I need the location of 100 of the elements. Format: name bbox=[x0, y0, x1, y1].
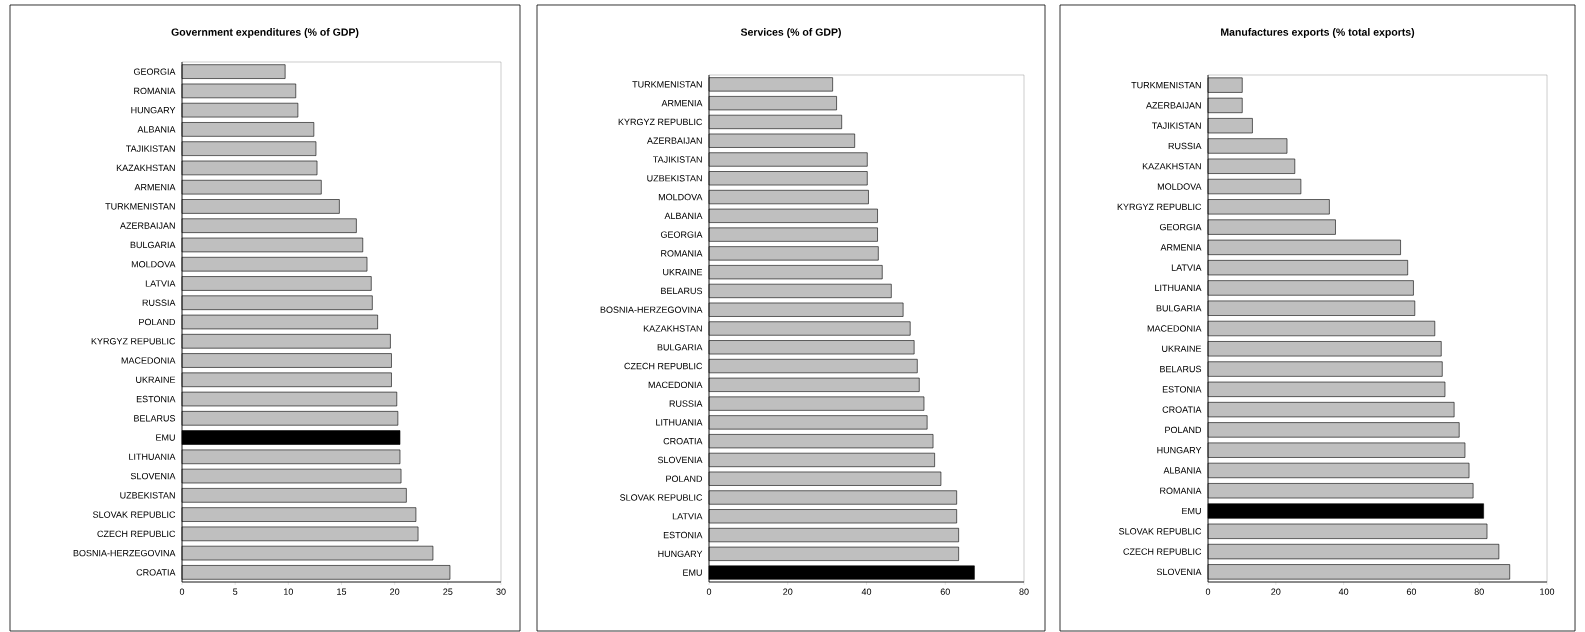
y-tick-label: KAZAKHSTAN bbox=[643, 325, 702, 332]
y-tick-label: KYRGYZ REPUBLIC bbox=[91, 338, 176, 345]
y-tick-label: UKRAINE bbox=[1162, 345, 1202, 352]
x-tick-label: 0 bbox=[179, 588, 185, 595]
y-tick-label: ESTONIA bbox=[1162, 386, 1202, 393]
x-tick-label: 30 bbox=[496, 588, 506, 595]
y-tick-label: ARMENIA bbox=[661, 100, 703, 107]
y-tick-label: UZBEKISTAN bbox=[120, 492, 175, 499]
y-tick-label: EMU bbox=[156, 434, 175, 441]
y-tick-label: MOLDOVA bbox=[1157, 183, 1202, 190]
y-tick-label: CROATIA bbox=[136, 569, 176, 576]
y-tick-label: TURKMENISTAN bbox=[105, 203, 175, 210]
y-tick-label: RUSSIA bbox=[142, 299, 176, 306]
y-tick-label: BULGARIA bbox=[130, 241, 176, 249]
y-tick-label: ARMENIA bbox=[1160, 244, 1202, 251]
y-tick-label: TAJIKISTAN bbox=[653, 156, 702, 163]
y-tick-label: ALBANIA bbox=[664, 212, 703, 219]
y-tick-label: ARMENIA bbox=[134, 184, 176, 191]
x-tick-label: 40 bbox=[1338, 588, 1349, 595]
x-tick-label: 0 bbox=[1205, 588, 1211, 595]
y-tick-label: UKRAINE bbox=[663, 269, 703, 276]
chart-title: Manufactures exports (% total exports) bbox=[1221, 28, 1415, 38]
x-tick-label: 80 bbox=[1474, 588, 1484, 595]
chart-title: Services (% of GDP) bbox=[740, 28, 841, 38]
y-tick-label: CROATIA bbox=[1162, 406, 1202, 413]
y-tick-label: LITHUANIA bbox=[1155, 284, 1202, 292]
x-tick-label: 25 bbox=[443, 588, 453, 595]
y-tick-label: SLOVENIA bbox=[657, 456, 703, 464]
y-tick-label: KAZAKHSTAN bbox=[116, 164, 175, 172]
y-tick-label: LATVIA bbox=[672, 513, 703, 520]
x-tick-label: 20 bbox=[390, 588, 400, 595]
y-tick-label: ROMANIA bbox=[1160, 487, 1202, 494]
x-tick-label: 10 bbox=[284, 588, 293, 595]
y-tick-label: ESTONIA bbox=[663, 531, 703, 539]
y-tick-label: BELARUS bbox=[661, 287, 703, 295]
y-tick-label: BELARUS bbox=[1160, 365, 1202, 373]
y-tick-label: KYRGYZ REPUBLIC bbox=[618, 118, 703, 126]
y-tick-label: ROMANIA bbox=[661, 250, 703, 257]
y-tick-label: SLOVAK REPUBLIC bbox=[93, 511, 176, 518]
y-tick-label: TURKMENISTAN bbox=[1131, 81, 1201, 89]
y-tick-label: CZECH REPUBLIC bbox=[624, 362, 703, 370]
y-tick-label: ESTONIA bbox=[136, 395, 176, 403]
y-tick-label: SLOVENIA bbox=[1156, 568, 1202, 576]
y-tick-label: SLOVENIA bbox=[130, 472, 176, 480]
y-tick-label: BULGARIA bbox=[657, 344, 703, 351]
y-tick-label: AZERBAIJAN bbox=[646, 137, 702, 144]
y-tick-label: KAZAKHSTAN bbox=[1142, 163, 1201, 170]
y-tick-label: EMU bbox=[1182, 507, 1201, 515]
y-tick-label: EMU bbox=[683, 569, 702, 576]
x-tick-label: 80 bbox=[1019, 588, 1029, 595]
y-tick-label: AZERBAIJAN bbox=[119, 222, 175, 229]
y-tick-label: CROATIA bbox=[663, 437, 703, 445]
y-tick-label: UKRAINE bbox=[136, 376, 176, 383]
x-tick-label: 20 bbox=[783, 588, 793, 595]
y-tick-label: SLOVAK REPUBLIC bbox=[1119, 528, 1202, 535]
y-tick-label: POLAND bbox=[666, 475, 703, 482]
y-tick-label: TAJIKISTAN bbox=[126, 145, 175, 152]
y-tick-label: RUSSIA bbox=[1168, 142, 1202, 150]
y-tick-label: GEORGIA bbox=[660, 231, 703, 238]
y-tick-label: HUNGARY bbox=[658, 550, 703, 558]
y-tick-label: BOSNIA-HERZEGOVINA bbox=[600, 306, 703, 313]
x-tick-label: 15 bbox=[337, 588, 347, 595]
y-tick-label: RUSSIA bbox=[669, 400, 703, 407]
y-tick-label: CZECH REPUBLIC bbox=[1123, 548, 1202, 555]
y-tick-label: BOSNIA-HERZEGOVINA bbox=[73, 549, 176, 557]
y-tick-label: ROMANIA bbox=[134, 87, 176, 95]
x-tick-label: 20 bbox=[1271, 588, 1281, 595]
y-tick-label: MOLDOVA bbox=[658, 193, 703, 201]
y-tick-label: SLOVAK REPUBLIC bbox=[620, 494, 703, 501]
y-tick-label: LATVIA bbox=[145, 280, 176, 287]
y-tick-label: MACEDONIA bbox=[648, 381, 703, 389]
x-tick-label: 5 bbox=[233, 588, 238, 595]
y-tick-label: GEORGIA bbox=[1159, 223, 1202, 231]
y-tick-label: BELARUS bbox=[134, 415, 176, 422]
y-tick-label: HUNGARY bbox=[131, 106, 176, 114]
y-tick-label: ALBANIA bbox=[137, 126, 176, 133]
chart-title: Government expenditures (% of GDP) bbox=[171, 28, 359, 38]
y-tick-label: POLAND bbox=[139, 318, 176, 326]
y-tick-label: MACEDONIA bbox=[121, 357, 176, 364]
y-tick-label: LITHUANIA bbox=[656, 419, 703, 426]
y-tick-label: UZBEKISTAN bbox=[647, 175, 702, 182]
y-tick-label: MACEDONIA bbox=[1147, 325, 1202, 332]
x-tick-label: 60 bbox=[940, 588, 950, 595]
y-tick-label: KYRGYZ REPUBLIC bbox=[1117, 203, 1202, 211]
x-tick-label: 0 bbox=[706, 588, 712, 595]
y-tick-label: BULGARIA bbox=[1156, 305, 1202, 312]
y-tick-label: MOLDOVA bbox=[131, 261, 176, 268]
y-tick-label: GEORGIA bbox=[133, 68, 176, 75]
y-tick-label: ALBANIA bbox=[1163, 467, 1202, 474]
y-tick-label: LITHUANIA bbox=[129, 453, 176, 460]
y-tick-label: TAJIKISTAN bbox=[1152, 122, 1201, 129]
x-tick-label: 100 bbox=[1540, 588, 1555, 595]
x-tick-label: 60 bbox=[1406, 588, 1417, 595]
x-tick-label: 40 bbox=[861, 588, 872, 595]
y-tick-label: AZERBAIJAN bbox=[1146, 102, 1201, 109]
y-tick-label: POLAND bbox=[1165, 426, 1202, 434]
y-tick-label: CZECH REPUBLIC bbox=[97, 530, 176, 538]
y-tick-label: TURKMENISTAN bbox=[632, 81, 702, 88]
y-tick-label: HUNGARY bbox=[1157, 446, 1202, 454]
y-tick-label: LATVIA bbox=[1171, 264, 1202, 271]
